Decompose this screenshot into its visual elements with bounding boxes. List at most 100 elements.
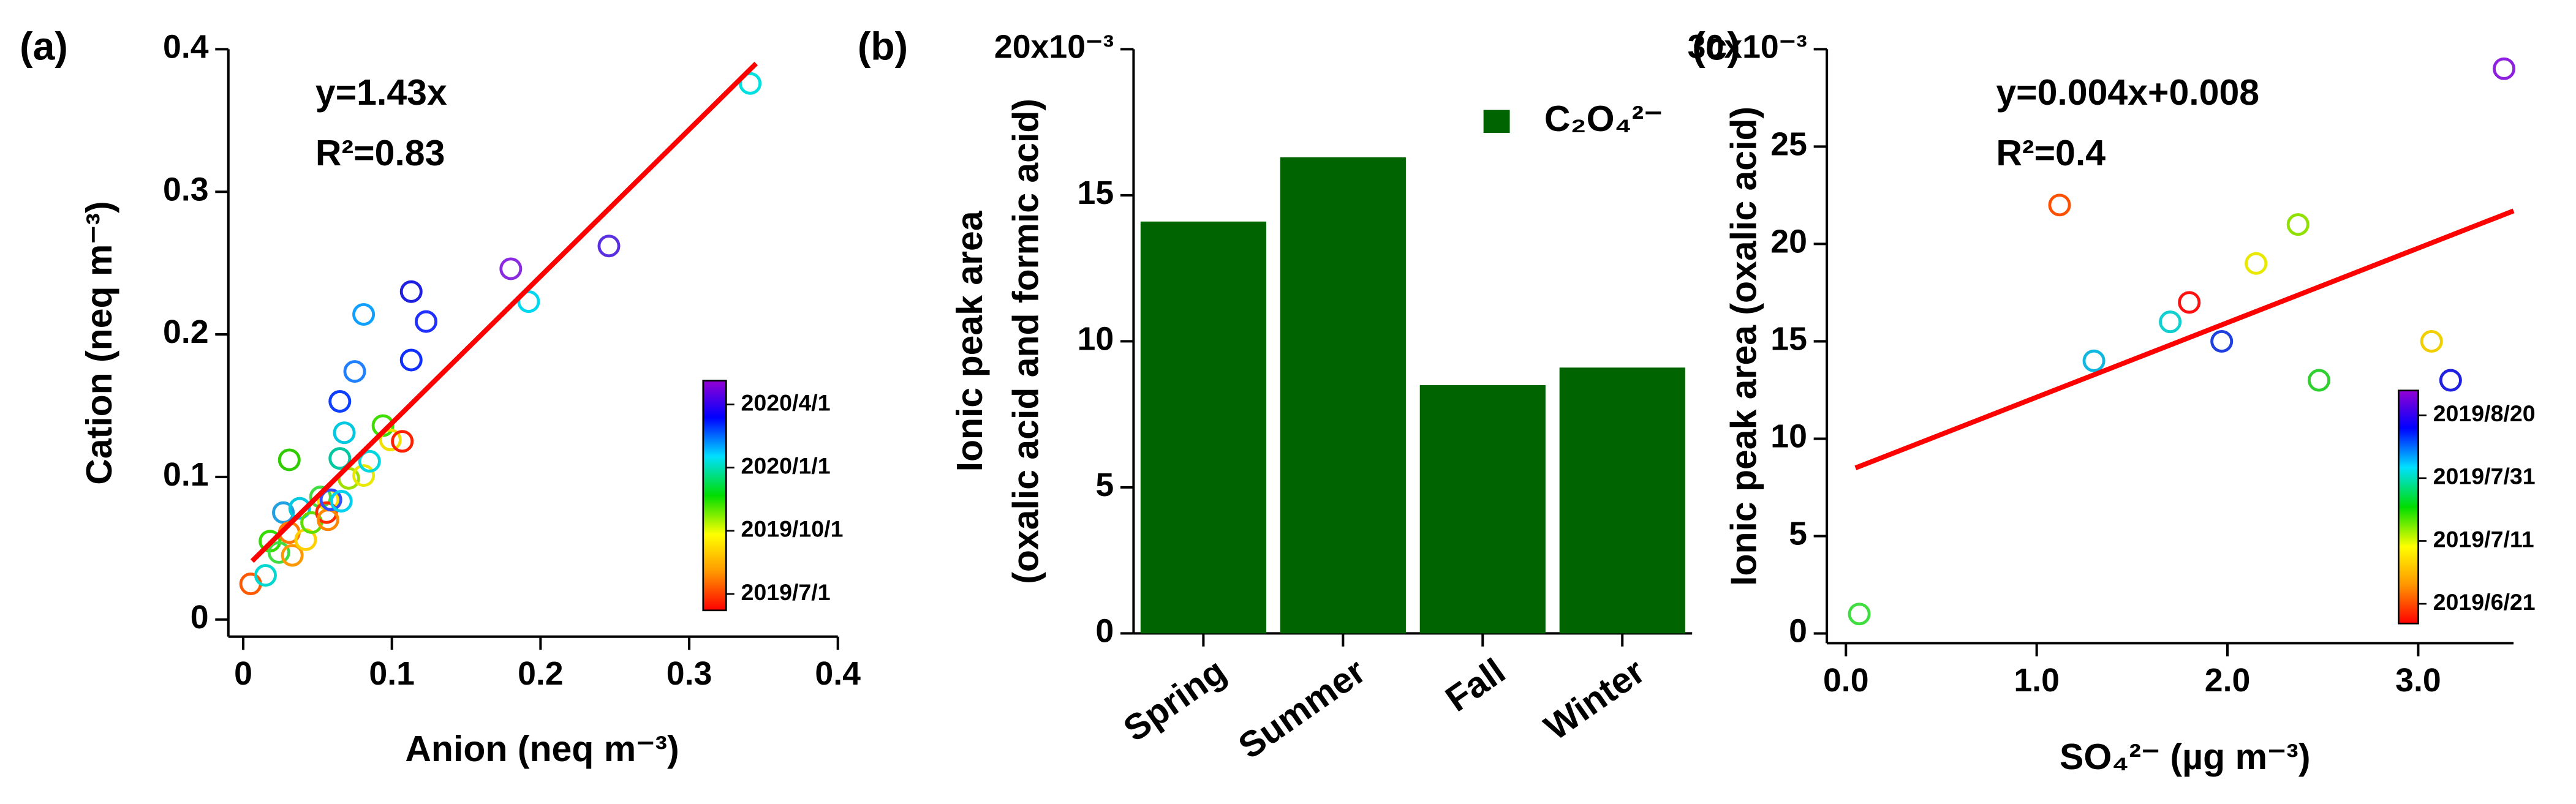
colorbar-tick-label: 2020/1/1 (741, 453, 830, 479)
colorbar-tick-label: 2019/7/1 (741, 579, 830, 605)
point (328, 390, 352, 413)
colorbar (702, 380, 727, 612)
point (278, 448, 301, 472)
colorbar-tick-label: 2019/8/20 (2433, 400, 2536, 426)
point (2307, 369, 2330, 392)
colorbar (2398, 389, 2419, 625)
panel-label: (c) (1692, 24, 1740, 68)
x-tick-label: 0.0 (1823, 662, 1869, 699)
y-tick-label: 0 (1789, 613, 1807, 650)
point (739, 72, 762, 95)
point (597, 235, 621, 258)
point (399, 348, 423, 372)
colorbar-tick-label: 2019/10/1 (741, 516, 843, 542)
y-tick-label: 5 (1095, 467, 1114, 503)
fit-line (1854, 208, 2515, 470)
bar (1140, 221, 1266, 634)
annotation: y=0.004x+0.008 (1996, 73, 2259, 113)
y-tick-label: 0.3 (163, 171, 209, 208)
x-tick-label: Summer (1231, 651, 1373, 767)
point (2178, 291, 2201, 314)
y-tick-label: 20x10⁻³ (994, 29, 1114, 66)
bar (1419, 385, 1546, 634)
point (379, 428, 402, 451)
point (239, 573, 262, 596)
x-tick-label: 0 (234, 655, 252, 692)
colorbar-tick-label: 2020/4/1 (741, 389, 830, 415)
point (352, 464, 376, 487)
point (333, 421, 356, 445)
point (267, 541, 290, 564)
y-axis-title: (oxalic acid and formic acid) (1006, 99, 1046, 584)
x-axis-title: SO₄²⁻ (µg m⁻³) (2060, 737, 2310, 777)
point (319, 488, 342, 511)
point (358, 449, 381, 473)
point (391, 430, 414, 453)
bar (1280, 157, 1406, 634)
colorbar-tick-label: 2019/7/11 (2433, 526, 2534, 552)
point (2082, 349, 2106, 372)
point (330, 489, 353, 513)
x-tick-label: Winter (1538, 651, 1652, 748)
fit-line (250, 61, 758, 563)
point (2286, 213, 2310, 236)
y-tick-label: 0 (191, 599, 209, 636)
y-tick-label: 25 (1770, 126, 1807, 163)
point (415, 310, 438, 333)
point (254, 564, 277, 587)
y-axis-title: Ionic peak area (950, 210, 990, 472)
point (2420, 329, 2443, 353)
annotation: R²=0.83 (315, 133, 445, 173)
y-tick-label: 0.2 (163, 314, 209, 350)
point (352, 302, 376, 326)
point (517, 290, 540, 314)
x-axis-title: Anion (neq m⁻³) (405, 729, 679, 769)
x-tick-label: 0.2 (518, 655, 564, 692)
point (343, 360, 366, 383)
y-tick-label: 10 (1770, 418, 1807, 455)
point (1848, 603, 1871, 626)
colorbar-tick-label: 2019/6/21 (2433, 589, 2536, 615)
point (288, 497, 311, 520)
point (328, 447, 352, 470)
y-tick-label: 0.4 (163, 29, 209, 66)
point (281, 544, 304, 567)
point (499, 257, 523, 280)
y-tick-label: 15 (1078, 175, 1114, 211)
bar (1559, 367, 1685, 634)
point (2048, 193, 2071, 217)
y-tick-label: 0 (1095, 612, 1114, 649)
y-tick-label: 30x10⁻³ (1688, 29, 1807, 66)
colorbar-tick-label: 2019/7/31 (2433, 464, 2536, 489)
panel-label: (b) (858, 24, 908, 68)
y-tick-label: 15 (1770, 321, 1807, 358)
point (399, 280, 423, 303)
x-tick-label: 0.4 (815, 655, 861, 692)
point (2159, 310, 2182, 334)
y-axis-title: Ionic peak area (oxalic acid) (1724, 107, 1764, 586)
y-tick-label: 5 (1789, 516, 1807, 552)
y-tick-label: 20 (1770, 224, 1807, 260)
annotation: R²=0.4 (1996, 133, 2106, 173)
annotation: y=1.43x (315, 73, 447, 113)
x-tick-label: 0.3 (667, 655, 712, 692)
y-tick-label: 10 (1078, 321, 1114, 358)
point (2210, 329, 2234, 353)
y-tick-label: 0.1 (163, 456, 209, 493)
panel-label: (a) (20, 24, 68, 68)
x-tick-label: 0.1 (369, 655, 415, 692)
point (272, 501, 295, 524)
x-tick-label: Spring (1117, 651, 1233, 749)
x-tick-label: Fall (1438, 651, 1513, 719)
x-tick-label: 2.0 (2205, 662, 2251, 699)
point (2439, 369, 2462, 392)
point (2493, 57, 2516, 80)
legend-label: C₂O₄²⁻ (1544, 99, 1663, 139)
y-axis-title: Cation (neq m⁻³) (80, 201, 119, 484)
x-tick-label: 3.0 (2395, 662, 2441, 699)
point (2245, 252, 2268, 275)
legend-swatch (1483, 110, 1510, 133)
x-tick-label: 1.0 (2014, 662, 2060, 699)
